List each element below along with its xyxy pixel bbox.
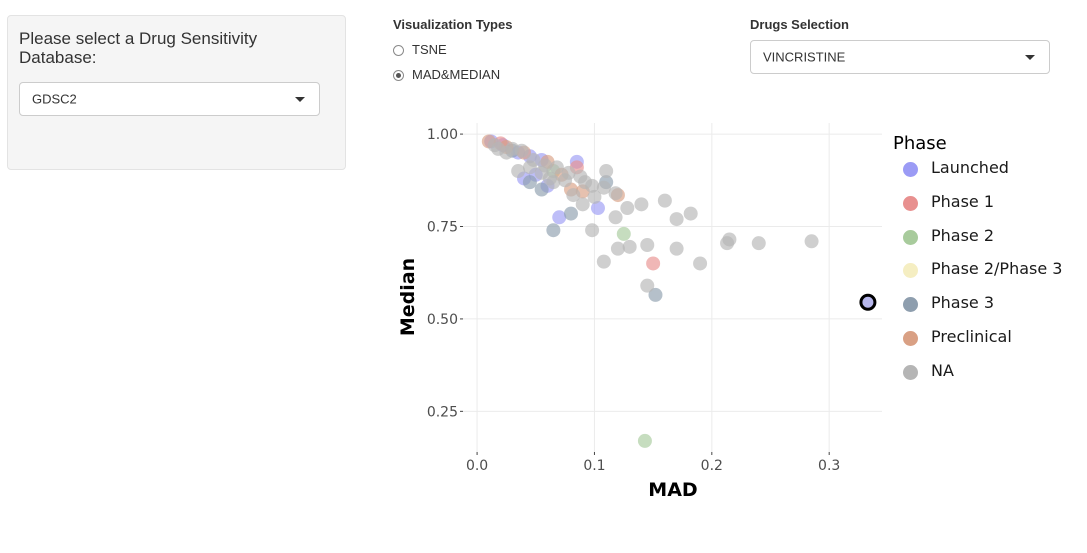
legend-title: Phase (893, 133, 947, 154)
data-point (634, 197, 649, 212)
data-point (549, 160, 564, 175)
data-point (566, 188, 581, 203)
legend-label: Launched (931, 158, 1009, 177)
data-point (648, 287, 663, 302)
drug-select-value: VINCRISTINE (763, 49, 846, 65)
database-select-value: GDSC2 (32, 91, 77, 107)
data-point (599, 164, 614, 179)
data-point (608, 186, 623, 201)
legend-item[interactable]: Preclinical (893, 327, 1012, 361)
y-tick-label: 0.25 (427, 404, 458, 420)
data-point (622, 239, 637, 254)
data-point (534, 182, 549, 197)
radio-tsne[interactable]: TSNE (393, 42, 447, 57)
data-point (640, 237, 655, 252)
data-point (669, 212, 684, 227)
radio-mad-median-label: MAD&MEDIAN (412, 67, 501, 82)
data-point (596, 254, 611, 269)
legend-item[interactable]: NA (893, 361, 954, 395)
radio-checked-icon (393, 70, 404, 81)
data-point (657, 193, 672, 208)
legend-label: Preclinical (931, 326, 1012, 346)
radio-unchecked-icon (393, 45, 404, 56)
legend-item[interactable]: Phase 1 (893, 192, 994, 226)
legend-swatch-icon (903, 297, 918, 313)
data-point (542, 171, 557, 186)
data-point (558, 173, 573, 188)
data-point (669, 241, 684, 256)
data-point (804, 234, 819, 249)
data-point (616, 226, 631, 241)
data-point (646, 256, 661, 271)
data-point (720, 236, 735, 251)
legend-item[interactable]: Phase 2 (893, 226, 994, 260)
legend-label: Phase 2 (931, 225, 995, 245)
data-points (481, 134, 819, 448)
data-point (563, 206, 578, 221)
data-point (491, 141, 506, 156)
database-label: Please select a Drug Sensitivity Databas… (19, 29, 258, 67)
data-point (608, 210, 623, 225)
data-point (546, 223, 561, 238)
legend-label: Phase 1 (931, 191, 995, 211)
legend-swatch-icon (903, 195, 918, 211)
data-point (693, 256, 708, 271)
y-tick-label: 0.75 (427, 220, 458, 236)
legend-swatch-icon (903, 229, 918, 245)
highlight-point-group (859, 293, 877, 311)
data-point (587, 189, 602, 204)
data-point (683, 206, 698, 221)
data-point (522, 175, 537, 190)
scatter-plot: 0.0 0.1 0.2 0.3 0.25 0.50 0.75 1.00 MAD Median (397, 123, 882, 501)
y-axis-ticks: 0.25 0.50 0.75 1.00 (427, 127, 463, 420)
legend-item[interactable]: Launched (893, 158, 1009, 192)
chevron-down-icon (1025, 55, 1035, 60)
data-point (637, 433, 652, 448)
x-axis-ticks: 0.0 0.1 0.2 0.3 (466, 452, 840, 474)
legend: Phase Launched Phase 1 Phase 2 Phase 2/Phas… (893, 133, 1062, 395)
legend-label: Phase 3 (931, 293, 995, 313)
legend-label: NA (931, 360, 954, 380)
data-point (640, 278, 655, 293)
data-point (552, 210, 567, 225)
x-tick-label: 0.1 (583, 458, 605, 474)
viz-types-title: Visualization Types (393, 17, 513, 32)
drugs-selection-title: Drugs Selection (750, 17, 849, 32)
database-select[interactable]: GDSC2 (19, 82, 320, 116)
data-point (511, 164, 526, 179)
highlight-point (859, 293, 877, 311)
x-tick-label: 0.2 (701, 458, 723, 474)
y-tick-label: 1.00 (427, 127, 458, 143)
data-point (575, 197, 590, 212)
data-point (620, 201, 635, 216)
data-point (590, 201, 605, 216)
data-point (751, 236, 766, 251)
data-point (610, 241, 625, 256)
legend-swatch-icon (903, 263, 918, 279)
x-axis-label: MAD (648, 479, 697, 501)
x-tick-label: 0.3 (818, 458, 840, 474)
y-axis-label: Median (397, 258, 419, 336)
data-point (522, 160, 537, 175)
legend-swatch-icon (903, 162, 918, 177)
legend-item[interactable]: Phase 3 (893, 293, 994, 327)
data-point (514, 143, 529, 158)
legend-label: Phase 2/Phase 3 (931, 259, 1063, 279)
drug-select[interactable]: VINCRISTINE (750, 40, 1050, 74)
radio-mad-median[interactable]: MAD&MEDIAN (393, 67, 500, 82)
radio-tsne-label: TSNE (412, 42, 447, 57)
data-point (578, 175, 593, 190)
data-point (585, 223, 600, 238)
data-point (596, 180, 611, 195)
legend-item[interactable]: Phase 2/Phase 3 (893, 259, 1062, 293)
x-tick-label: 0.0 (466, 458, 488, 474)
legend-swatch-icon (903, 364, 918, 380)
legend-swatch-icon (903, 330, 918, 346)
grid-lines (463, 123, 882, 452)
chevron-down-icon (295, 97, 305, 102)
y-tick-label: 0.50 (427, 312, 458, 328)
